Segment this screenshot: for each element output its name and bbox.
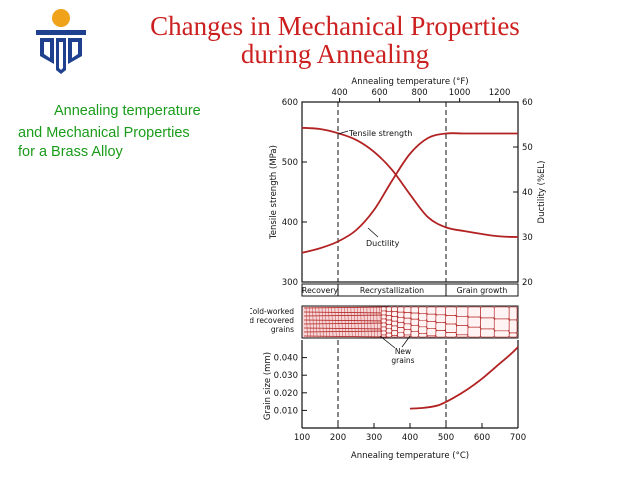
celsius-tick-label-5: 600: [474, 433, 490, 443]
grain-size-curve: [409, 346, 519, 410]
region-band-frame: [301, 283, 519, 297]
grain-size-axis-label: Grain size (mm): [263, 352, 273, 420]
ductility-tick-label-2: 40: [522, 188, 533, 198]
ductility-axis: 20 30 40 50 60: [513, 98, 533, 288]
fahrenheit-tick-label-1: 600: [371, 88, 387, 98]
tensile-tick-label-2: 500: [282, 158, 298, 168]
new-grains-label-2: grains: [391, 356, 414, 365]
region-label-1: Recrystallization: [360, 286, 424, 295]
ductility-tick-label-1: 30: [522, 233, 533, 243]
tensile-axis-label: Tensile strength (MPa): [269, 145, 279, 240]
cold-worked-label-1: Cold-worked: [250, 307, 294, 316]
grain-tick-label-1: 0.020: [274, 389, 298, 399]
annealing-figure: 400 600 800 1000 1200 Annealing temperature …: [250, 77, 547, 461]
grain-tick-label-0: 0.010: [274, 406, 298, 416]
university-logo: [36, 9, 86, 74]
fahrenheit-tick-label-2: 800: [411, 88, 427, 98]
fahrenheit-tick-label-3: 1000: [449, 88, 471, 98]
fahrenheit-axis: 400 600 800 1000 1200: [331, 88, 510, 102]
ductility-tick-label-0: 20: [522, 278, 533, 288]
ductility-tick-label-4: 60: [522, 98, 533, 108]
subtitle-line-1: Annealing temperature: [54, 103, 201, 119]
celsius-tick-label-1: 200: [330, 433, 346, 443]
fahrenheit-axis-label: Annealing temperature (°F): [351, 77, 468, 87]
celsius-axis-label: Annealing temperature (°C): [351, 451, 469, 461]
logo-sun-icon: [52, 9, 70, 27]
ductility-axis-label: Ductility (%EL): [537, 161, 547, 224]
tensile-tick-label-0: 300: [282, 278, 298, 288]
microstructure-band: [301, 305, 519, 339]
subtitle-line-3: for a Brass Alloy: [18, 144, 123, 160]
tensile-tick-label-3: 600: [282, 98, 298, 108]
grain-tick-label-2: 0.030: [274, 371, 298, 381]
celsius-axis: 100 200 300 400 500 600 700: [294, 423, 526, 443]
ductility-label: Ductility: [366, 239, 400, 248]
region-label-2: Grain growth: [457, 286, 508, 295]
tensile-axis: 300 400 500 600: [282, 98, 307, 288]
celsius-tick-label-6: 700: [510, 433, 526, 443]
new-grains-label-1: New: [395, 347, 411, 356]
region-label-0: Recovery: [302, 286, 339, 295]
slide-title-line-1: Changes in Mechanical Properties: [150, 11, 520, 41]
ductility-tick-label-3: 50: [522, 143, 533, 153]
celsius-tick-label-2: 300: [366, 433, 382, 443]
slide-title-line-2: during Annealing: [240, 39, 430, 69]
subtitle-line-2: and Mechanical Properties: [18, 125, 190, 141]
ductility-curve: [301, 132, 518, 254]
grain-tick-label-3: 0.040: [274, 354, 298, 364]
tensile-tick-label-1: 400: [282, 218, 298, 228]
cold-worked-label-3: grains: [271, 325, 294, 334]
celsius-tick-label-3: 400: [402, 433, 418, 443]
region-band: Recovery Recrystallization Grain growth: [301, 283, 519, 297]
tensile-strength-label: Tensile strength: [348, 129, 412, 138]
region-boundaries: [337, 102, 447, 428]
tensile-strength-curve: [301, 126, 519, 238]
celsius-tick-label-0: 100: [294, 433, 310, 443]
cold-worked-label-2: and recovered: [250, 316, 294, 325]
fahrenheit-tick-label-4: 1200: [489, 88, 511, 98]
fahrenheit-tick-label-0: 400: [331, 88, 347, 98]
grain-size-axis: 0.010 0.020 0.030 0.040: [274, 354, 307, 416]
celsius-tick-label-4: 500: [438, 433, 454, 443]
